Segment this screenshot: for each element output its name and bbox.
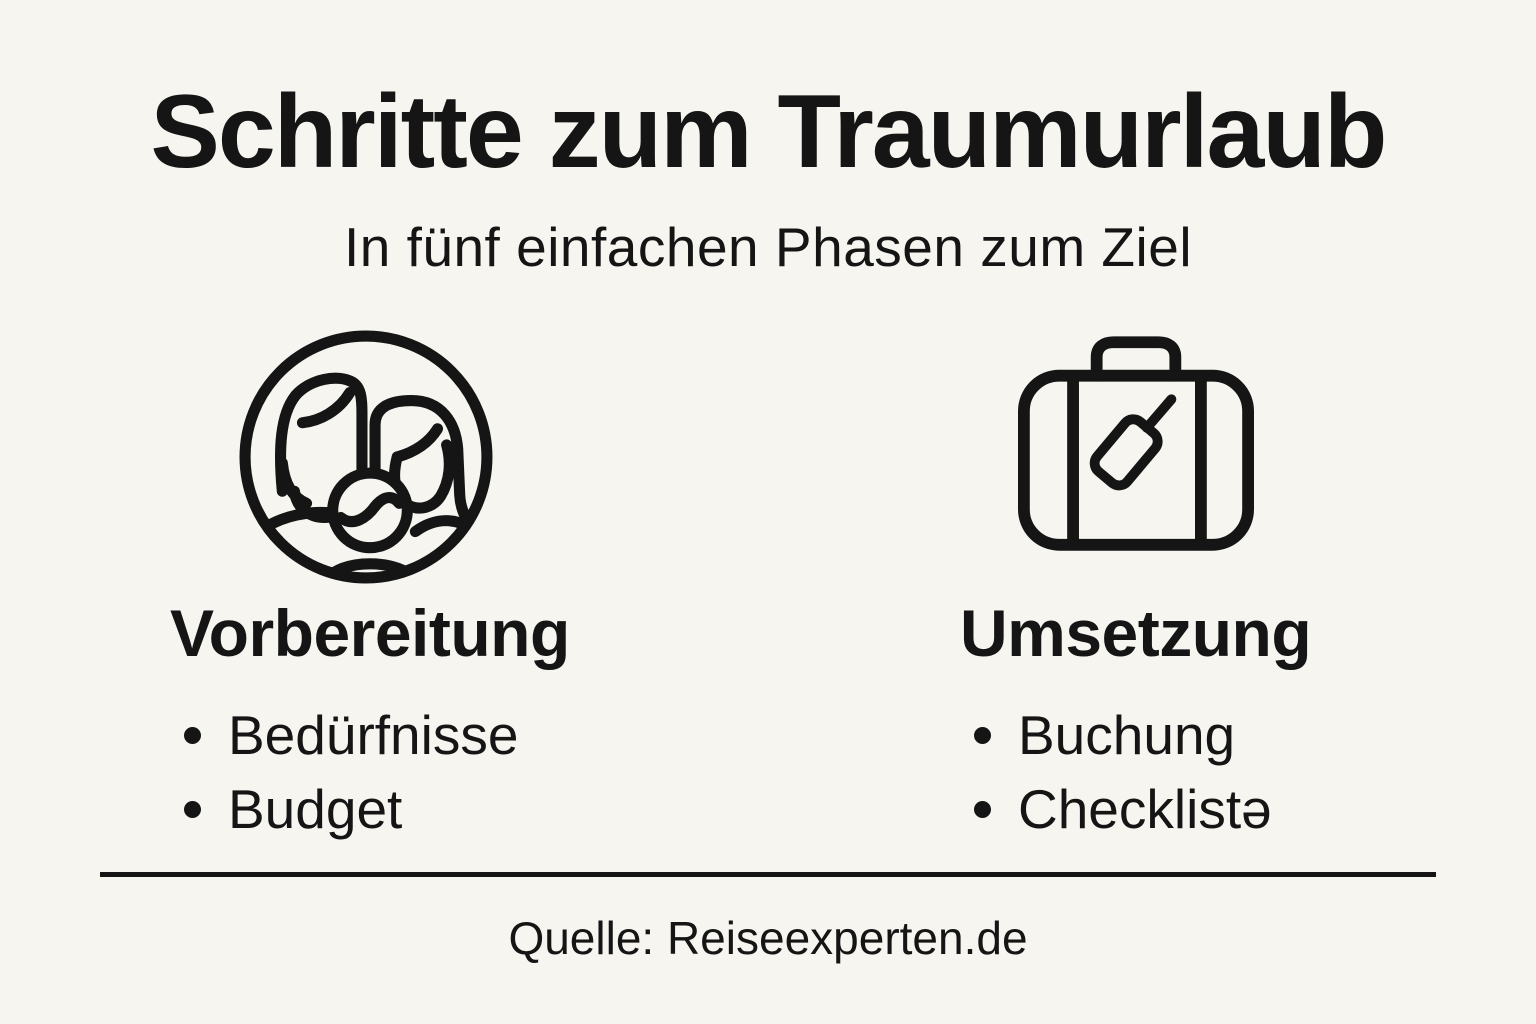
bullet-dot [974,800,991,818]
footer-divider [100,872,1436,877]
phase-heading-vorbereitung: Vorbereitung [170,596,570,670]
list-item-label: Checklistə [1018,777,1272,840]
bullet-dot [184,800,201,818]
list-item-label: Buchung [1018,703,1236,766]
umsetzung-bullet-list: Buchung Checklistə [960,698,1272,846]
list-item-label: Bedürfnisse [228,703,519,766]
page-subtitle: In fünf einfachen Phasen zum Ziel [343,216,1193,278]
list-item: Buchung [960,698,1272,772]
list-item: Checklistə [960,772,1272,846]
list-item-label: Budget [228,777,403,840]
source-attribution: Quelle: Reiseexperten.de [508,912,1028,964]
bullet-dot [184,726,201,744]
family-in-circle-icon [238,328,496,586]
suitcase-with-tag-icon [1018,336,1254,553]
list-item: Budget [170,772,518,846]
phase-heading-umsetzung: Umsetzung [960,596,1312,670]
page-title: Schritte zum Traumurlaub [150,74,1388,190]
bullet-dot [974,726,991,744]
vorbereitung-bullet-list: Bedürfnisse Budget [170,698,518,846]
list-item: Bedürfnisse [170,698,518,772]
